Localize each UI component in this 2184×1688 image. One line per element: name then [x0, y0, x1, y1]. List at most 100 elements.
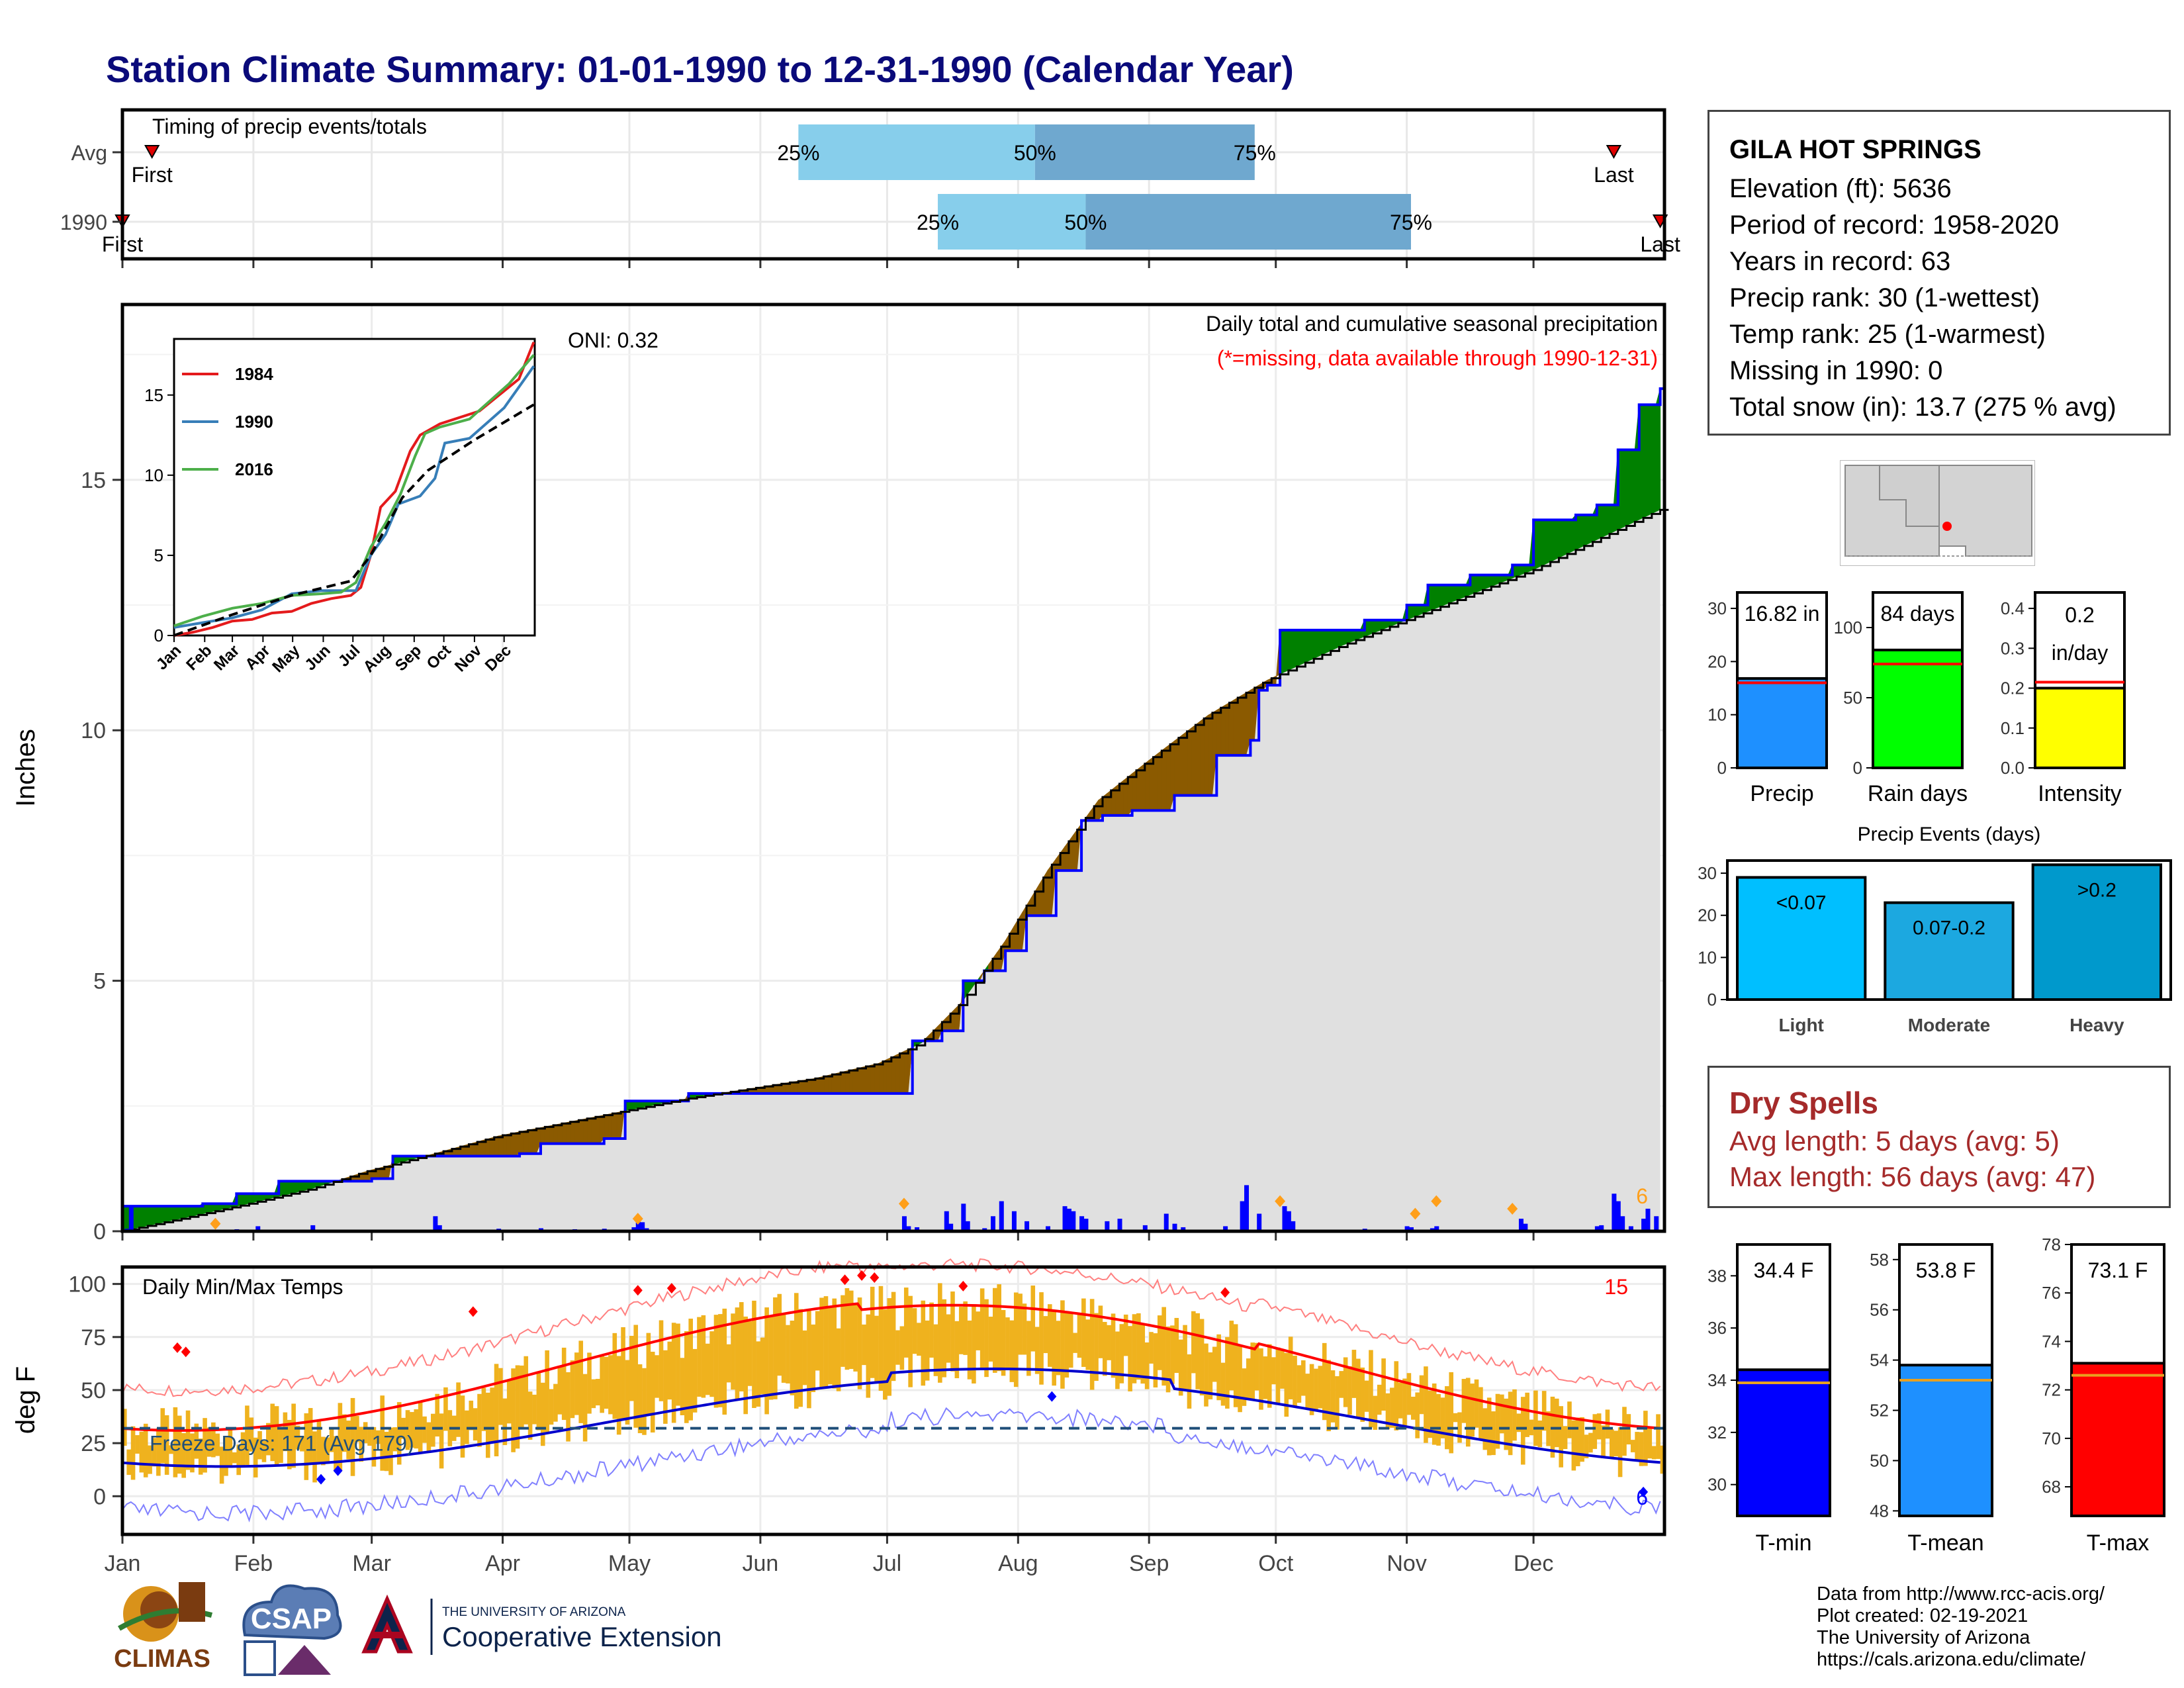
precip-departure-fill — [586, 1117, 592, 1145]
precip-daily-bar — [437, 1225, 442, 1231]
temp-daily-bar — [1617, 1427, 1623, 1477]
precip-daily-bar — [1628, 1226, 1633, 1231]
ua-logo-big-text: Cooperative Extension — [442, 1621, 722, 1652]
temp-daily-bar — [1601, 1425, 1606, 1458]
temp-daily-bar — [1052, 1311, 1056, 1386]
temp-daily-bar — [460, 1395, 465, 1458]
temp-daily-bar — [1123, 1314, 1128, 1356]
temp-daily-bar — [777, 1293, 782, 1376]
temp-daily-bar — [1546, 1411, 1551, 1446]
temp-daily-bar — [1225, 1336, 1230, 1409]
precip-departure-fill — [1330, 630, 1336, 652]
temp-daily-bar — [650, 1352, 655, 1433]
temp-daily-bar — [823, 1296, 829, 1387]
temp-daily-bar — [1491, 1411, 1496, 1456]
temp-daily-bar — [1453, 1413, 1458, 1423]
month-label: Oct — [1258, 1551, 1293, 1575]
precip-daily-bar — [1066, 1208, 1071, 1231]
temp-summary-value-label: 53.8 F — [1916, 1258, 1976, 1282]
temp-record-high-marker — [958, 1280, 968, 1291]
temp-daily-bar — [1161, 1307, 1166, 1386]
precip-departure-fill — [878, 1060, 884, 1094]
temp-daily-bar — [908, 1295, 913, 1387]
precip-daily-bar — [948, 1223, 954, 1231]
precip-events-tick-label: 0 — [1707, 990, 1717, 1009]
temp-daily-bar — [367, 1427, 372, 1446]
precip-departure-fill — [1283, 630, 1289, 673]
temp-daily-bar — [1486, 1397, 1492, 1456]
temp-daily-bar — [1390, 1387, 1394, 1428]
inset-series-line — [173, 365, 535, 629]
precip-daily-bar — [901, 1216, 907, 1231]
temp-daily-bar — [1111, 1313, 1116, 1378]
summary-2-tick-label: 0.4 — [2001, 598, 2025, 618]
temp-daily-bar — [1081, 1298, 1086, 1367]
temp-avg-max-line — [122, 1302, 1661, 1432]
precip-departure-fill — [1563, 519, 1568, 557]
temp-daily-bar — [169, 1445, 173, 1454]
precip-daily-bar — [1062, 1206, 1068, 1231]
temp-summary-1-tick-label: 56 — [1870, 1300, 1889, 1320]
temp-summary-1-tick-label: 54 — [1870, 1350, 1889, 1370]
temp-daily-bar — [481, 1387, 486, 1431]
temp-daily-bar — [608, 1355, 613, 1415]
precip-events-category: Moderate — [1908, 1015, 1990, 1035]
precip-departure-fill — [836, 1072, 841, 1094]
month-label: Jun — [743, 1551, 779, 1575]
precip-events-bar — [1736, 876, 1867, 1001]
temp-daily-bar — [899, 1326, 905, 1370]
month-label: Aug — [998, 1551, 1038, 1575]
precip-daily-bar — [965, 1221, 970, 1231]
timing-bar-lower — [798, 124, 1035, 180]
temp-daily-bar — [1229, 1321, 1234, 1391]
precip-departure-fill — [1199, 718, 1205, 796]
temp-daily-bar — [350, 1397, 355, 1476]
precip-departure-fill — [604, 1113, 609, 1139]
temp-summary-1-tick-label: 52 — [1870, 1401, 1889, 1421]
temp-daily-bar — [709, 1331, 714, 1397]
temp-daily-bar — [929, 1302, 934, 1358]
precip-departure-fill — [1318, 630, 1323, 658]
temp-record-low-marker — [1639, 1486, 1649, 1497]
temp-daily-bar — [680, 1358, 685, 1416]
station-location-marker — [1942, 522, 1952, 531]
climas-logo-text: CLIMAS — [114, 1645, 210, 1673]
inset-avg-dashed-line — [173, 403, 535, 637]
precip-daily-bar — [640, 1222, 645, 1231]
temp-daily-bar — [612, 1333, 617, 1419]
inset-legend-label: 1990 — [235, 412, 273, 432]
precip-departure-fill — [1381, 620, 1387, 631]
temp-summary-0-tick-label: 36 — [1707, 1318, 1727, 1338]
summary-category-label: Precip — [1750, 781, 1813, 806]
temp-daily-bar — [380, 1395, 385, 1471]
temp-daily-bar — [1537, 1420, 1543, 1448]
temp-summary-value-label: 73.1 F — [2088, 1258, 2148, 1282]
precip-events-bar — [1884, 901, 2015, 1001]
precip-departure-fill — [1355, 630, 1361, 641]
precip-departure-fill — [181, 1205, 187, 1219]
precip-departure-fill — [557, 1123, 563, 1145]
precip-daily-bar — [1654, 1216, 1659, 1231]
temp-daily-bar — [1259, 1348, 1263, 1410]
precip-departure-fill — [1584, 514, 1589, 547]
inset-legend-label: 1984 — [235, 364, 273, 384]
temp-daily-bar — [1377, 1384, 1382, 1415]
temp-daily-bar — [633, 1325, 639, 1428]
precip-daily-bar — [310, 1225, 316, 1231]
inset-legend-label: 2016 — [235, 459, 273, 479]
precip-departure-fill — [1567, 519, 1572, 555]
temp-record-high-marker — [1220, 1287, 1230, 1298]
precip-daily-bar — [999, 1201, 1004, 1231]
temp-daily-bar — [1555, 1398, 1559, 1448]
timing-bar-upper — [1034, 124, 1255, 180]
temp-daily-bar — [1588, 1432, 1593, 1453]
precip-departure-fill — [164, 1205, 169, 1223]
summary-category-label: Rain days — [1868, 781, 1968, 806]
temp-daily-bar — [756, 1341, 761, 1407]
temp-daily-bar — [443, 1387, 448, 1431]
temp-daily-bar — [1512, 1389, 1517, 1441]
precip-departure-fill — [1626, 449, 1631, 527]
summary-value-label: 0.2 — [2065, 603, 2094, 627]
precip-avg-cumulative-line — [122, 508, 1669, 1233]
precip-departure-fill — [1621, 449, 1627, 529]
